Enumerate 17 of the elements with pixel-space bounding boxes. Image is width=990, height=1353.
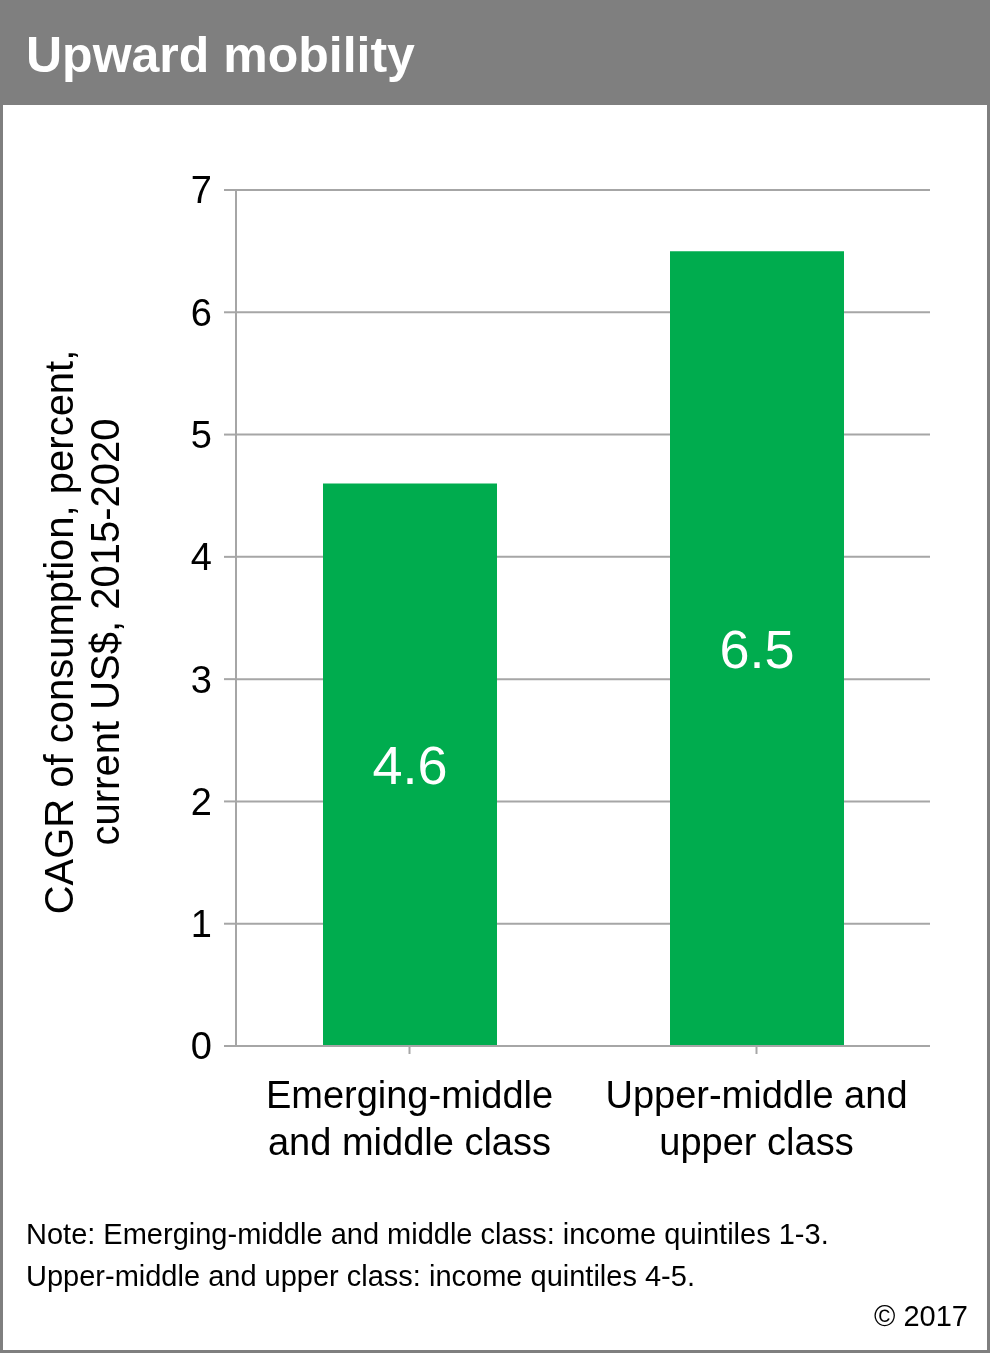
text: Note: Emerging-middle and middle class: income quintiles 1-3. <box>26 1217 829 1252</box>
y-tick-label: 5 <box>190 414 212 457</box>
chart-title: Upward mobility <box>26 26 415 85</box>
y-tick-label: 2 <box>190 780 212 823</box>
text: Upper-middle and upper class: income quintiles 4-5. <box>26 1259 696 1294</box>
y-tick-label: 0 <box>190 1025 212 1068</box>
y-tick-label: 1 <box>190 903 212 946</box>
text: © 2017 <box>874 1299 968 1334</box>
x-tick-label: Emerging-middle and middle class <box>265 1074 554 1163</box>
data-label: 6.5 <box>719 618 795 679</box>
data-label: 4.6 <box>372 734 448 795</box>
y-tick-label: 6 <box>190 291 212 334</box>
y-axis-title: CAGR of consumption, percent, current US$, 2015-2020 <box>36 348 128 917</box>
y-tick-label: 4 <box>190 536 212 579</box>
y-tick-label: 7 <box>190 169 212 212</box>
x-tick-label: Upper-middle and upper class <box>605 1074 908 1163</box>
y-tick-label: 3 <box>190 658 212 701</box>
